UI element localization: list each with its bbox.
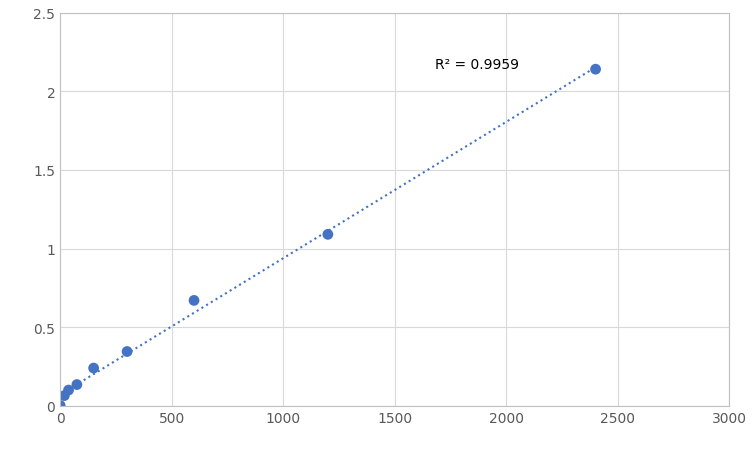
Point — [62, 387, 74, 394]
Point — [322, 231, 334, 239]
Point — [188, 297, 200, 304]
Point — [121, 348, 133, 355]
Point — [59, 392, 71, 399]
Point — [87, 364, 99, 372]
Point — [590, 66, 602, 74]
Point — [54, 402, 66, 409]
Point — [71, 381, 83, 388]
Text: R² = 0.9959: R² = 0.9959 — [435, 58, 519, 72]
